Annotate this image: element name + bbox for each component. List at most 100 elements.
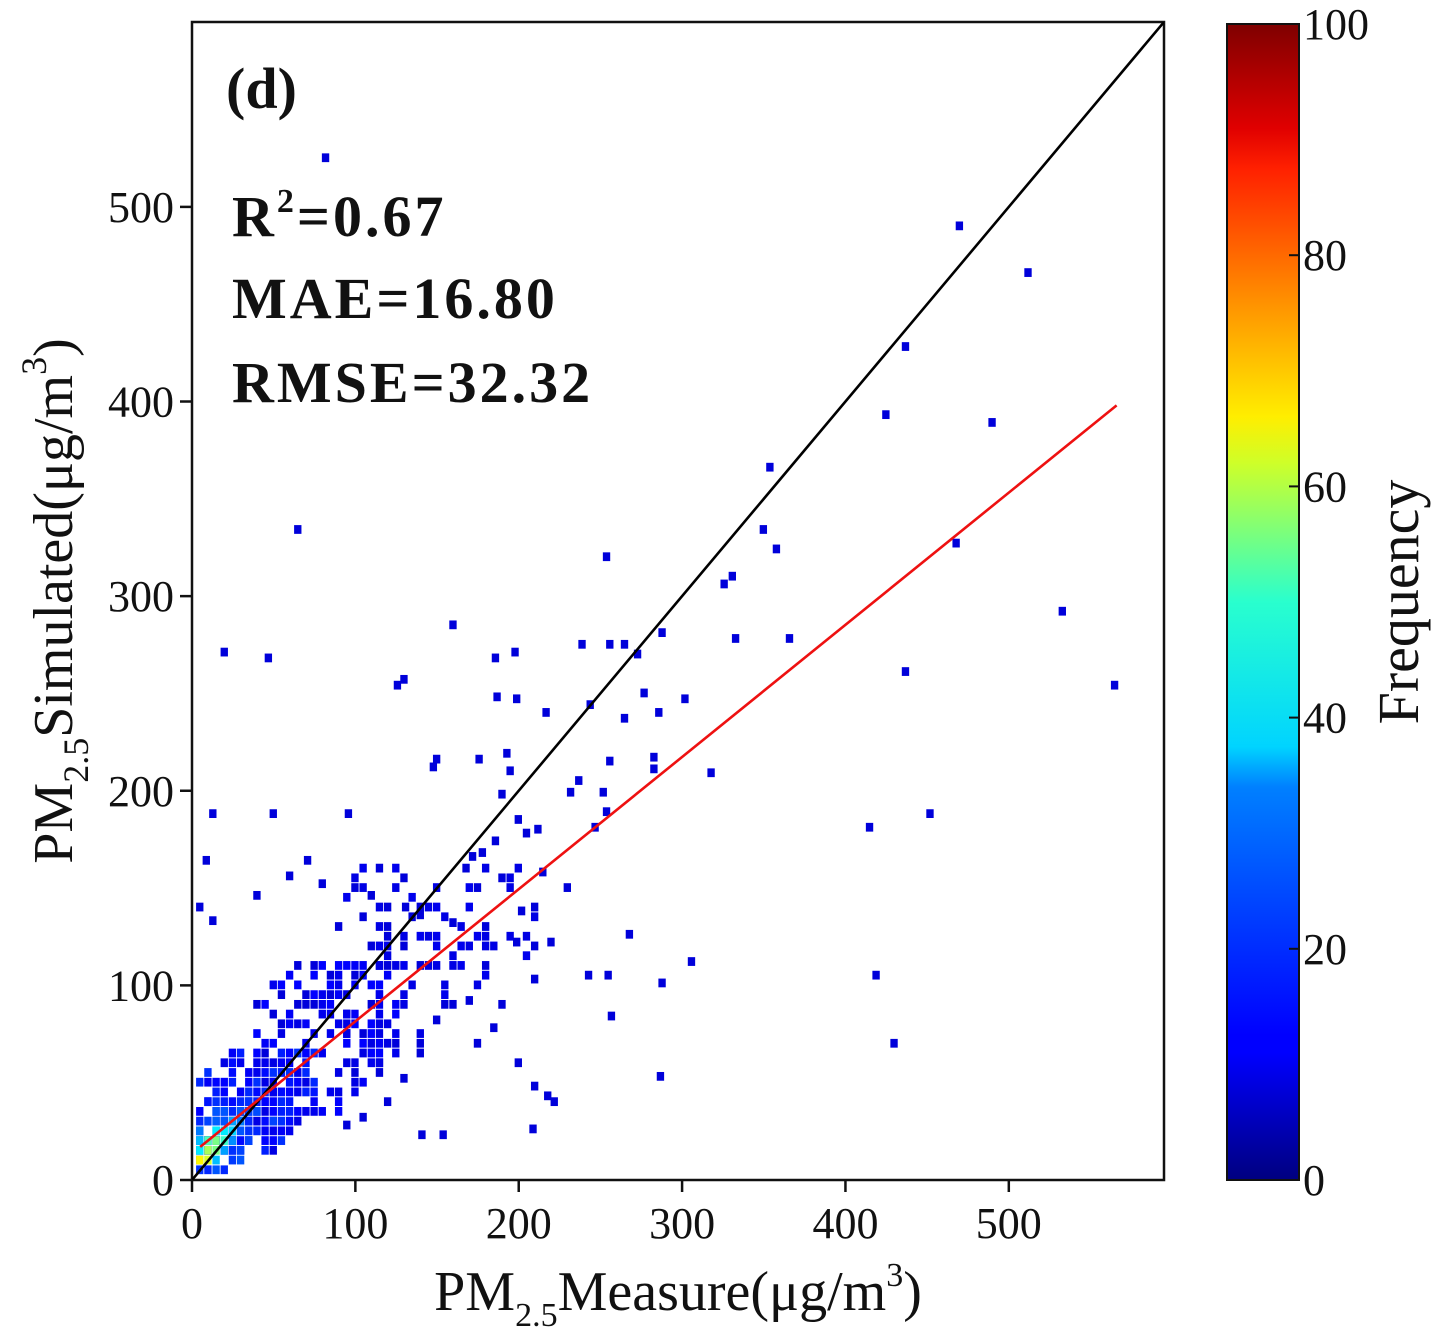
density-cell <box>383 922 392 931</box>
density-cell <box>400 941 408 951</box>
density-cell <box>432 1015 441 1025</box>
density-cell <box>343 892 351 902</box>
density-cell <box>310 970 318 980</box>
density-cell <box>351 1087 359 1097</box>
y-tick-label: 300 <box>108 572 174 621</box>
density-cell <box>236 1048 245 1058</box>
density-cell <box>772 544 781 554</box>
density-cell <box>318 1009 326 1019</box>
density-cell <box>269 1097 277 1107</box>
density-cell-high <box>196 1145 204 1155</box>
density-cell <box>261 1145 269 1155</box>
density-cell <box>429 762 438 772</box>
density-cell <box>498 789 506 799</box>
density-cell <box>383 902 392 912</box>
x-title-main: Measure(μg/m <box>558 1261 887 1323</box>
colorbar-tick-label: 80 <box>1303 231 1347 280</box>
x-tick-label: 500 <box>976 1199 1042 1248</box>
density-cell <box>264 653 273 663</box>
y-tick-label: 500 <box>108 183 174 232</box>
x-tick-label: 100 <box>322 1199 388 1248</box>
x-axis-title: PM2.5Measure(μg/m3) <box>434 1257 922 1334</box>
density-cell <box>285 1126 294 1136</box>
density-cell <box>530 902 539 912</box>
density-cell <box>375 1038 384 1048</box>
density-cell <box>204 1097 212 1107</box>
density-cell <box>383 1097 392 1107</box>
density-cell <box>602 552 611 562</box>
density-cell <box>269 1068 277 1077</box>
density-cell <box>449 918 457 927</box>
density-cell-high <box>204 1145 212 1155</box>
density-cell-high <box>196 1136 204 1145</box>
density-cell <box>465 996 473 1005</box>
density-cell <box>294 961 302 970</box>
regression-fit-line <box>199 404 1118 1148</box>
density-cell <box>375 999 384 1009</box>
density-cell <box>351 1009 359 1019</box>
density-cell <box>1024 268 1032 277</box>
density-cell <box>344 809 353 819</box>
x-tick-label: 0 <box>181 1199 203 1248</box>
density-cell <box>302 1048 310 1058</box>
density-cell <box>351 1077 359 1087</box>
density-cell <box>375 1009 384 1019</box>
density-cell <box>302 999 310 1009</box>
density-cell <box>351 970 359 980</box>
density-cell <box>326 990 335 1000</box>
density-cell <box>392 999 400 1009</box>
x-tick-label: 300 <box>649 1199 715 1248</box>
density-cell <box>517 906 526 916</box>
density-cell <box>334 1019 343 1029</box>
density-cell <box>228 1058 237 1068</box>
density-cell <box>277 1019 286 1029</box>
density-cell <box>606 639 614 649</box>
density-cell <box>503 748 511 758</box>
density-cell <box>334 970 343 980</box>
r2-symbol: R <box>232 184 277 249</box>
y-tick-label: 200 <box>108 767 174 816</box>
density-cell <box>359 863 367 873</box>
density-cell <box>310 1107 318 1116</box>
density-cell <box>655 708 663 717</box>
density-cell <box>367 980 375 990</box>
colorbar <box>1226 23 1300 1181</box>
density-cell <box>481 863 490 873</box>
density-cell <box>441 990 449 1000</box>
density-cell <box>602 807 611 817</box>
density-cell-high <box>245 1097 253 1107</box>
density-cell <box>294 1087 302 1097</box>
density-cell <box>326 970 335 980</box>
y-title-superscript: 3 <box>14 357 54 375</box>
density-cell <box>277 1107 286 1116</box>
density-cell <box>408 980 416 990</box>
density-cell <box>584 970 593 980</box>
density-cell-high <box>212 1155 220 1165</box>
density-cell-high <box>212 1116 220 1126</box>
density-cell <box>392 863 400 873</box>
density-cell <box>658 978 666 988</box>
density-cell <box>432 754 441 764</box>
density-cell <box>498 999 506 1009</box>
density-cell <box>424 902 433 912</box>
density-cell-high <box>236 1107 245 1116</box>
density-cell <box>375 922 384 931</box>
colorbar-tick-label: 60 <box>1303 462 1347 511</box>
density-cell <box>212 1165 220 1175</box>
density-cell <box>457 961 465 970</box>
density-cell <box>334 1107 343 1116</box>
density-cell <box>901 342 910 351</box>
density-cell <box>514 815 522 824</box>
density-cell-high <box>236 1126 245 1136</box>
density-cell <box>318 999 326 1009</box>
density-cell-high <box>245 1116 253 1126</box>
y-tick-label: 0 <box>152 1156 174 1205</box>
density-cell <box>475 754 483 764</box>
density-cell <box>277 980 286 990</box>
density-cell <box>432 902 441 912</box>
density-cell <box>277 1029 286 1038</box>
density-cell <box>285 1077 294 1087</box>
density-cell <box>269 1038 277 1048</box>
density-cell <box>277 1126 286 1136</box>
